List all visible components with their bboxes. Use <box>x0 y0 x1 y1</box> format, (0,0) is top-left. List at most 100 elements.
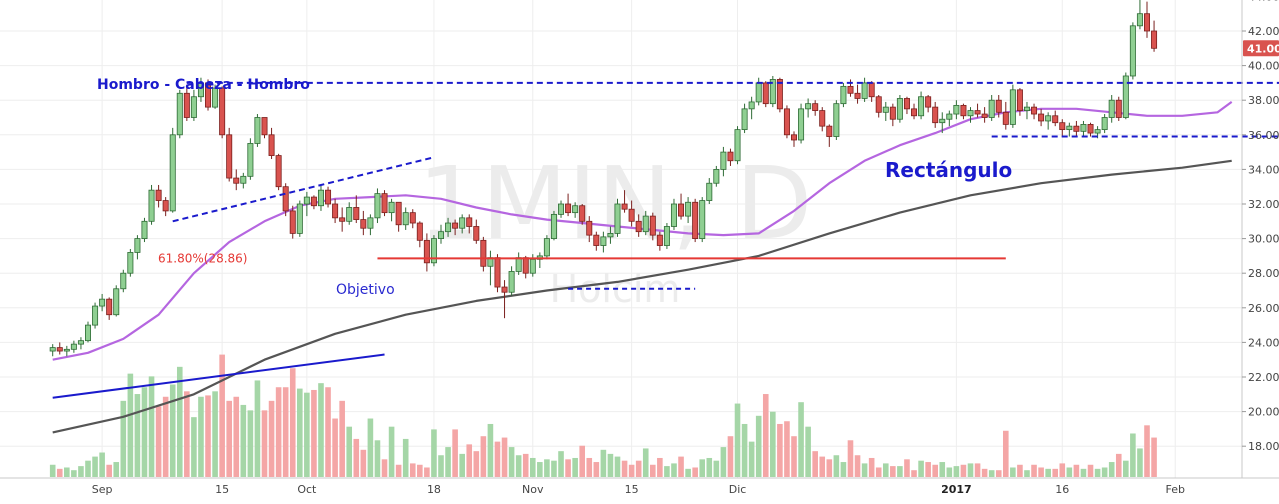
candle-body <box>607 233 614 238</box>
trend-line <box>52 353 385 399</box>
candle-body <box>247 143 254 177</box>
volume-bar <box>212 391 218 477</box>
price-axis[interactable]: 18.00 20.00 22.00 24.00 26.00 28.00 30.00 32.00… <box>1241 0 1279 478</box>
volume-bar <box>565 459 571 477</box>
candle-body <box>1052 115 1059 124</box>
candle-body <box>593 234 600 246</box>
candle-body <box>565 203 572 214</box>
candle-body <box>854 92 861 99</box>
candle-body <box>1002 111 1009 125</box>
volume-bar <box>918 460 924 477</box>
volume-bar <box>854 455 861 477</box>
volume-bar <box>332 418 338 477</box>
volume-bar <box>1144 425 1150 477</box>
volume-bar <box>1073 464 1080 477</box>
volume-bar <box>650 464 656 477</box>
candle-body <box>325 189 332 205</box>
volume-bar <box>699 459 706 477</box>
volume-bar <box>600 449 607 477</box>
candle-body <box>240 175 247 184</box>
candle-body <box>847 85 854 94</box>
candle-body <box>49 347 56 352</box>
volume-bar <box>134 394 141 477</box>
volume-bar <box>946 467 953 477</box>
volume-bar <box>205 395 211 477</box>
volume-bar <box>233 396 240 477</box>
candle-body <box>600 236 607 246</box>
candle-body <box>353 207 360 220</box>
candle-body <box>339 217 346 222</box>
candle-body <box>1080 124 1087 132</box>
candle-body <box>614 203 621 234</box>
volume-bar <box>311 389 317 477</box>
candle-body <box>381 193 388 214</box>
volume-bar <box>155 406 162 477</box>
time-axis[interactable]: Sep15Oct18Nov15Dic201716FebMar15Abr <box>0 477 1279 496</box>
volume-bar <box>141 387 148 477</box>
candle-body <box>727 151 734 162</box>
volume-bar <box>882 463 889 477</box>
volume-bar <box>1130 433 1136 477</box>
volume-bar <box>169 384 176 477</box>
volume-bar <box>847 440 854 477</box>
candle-body <box>953 104 960 115</box>
volume-bar <box>671 463 677 477</box>
volume-bar <box>395 464 402 477</box>
volume-bar <box>445 447 451 477</box>
last-price-badge <box>1243 40 1279 57</box>
volume-bar <box>1108 462 1115 477</box>
time-tick-label: Sep <box>92 483 113 496</box>
volume-bar <box>953 466 960 477</box>
candle-body <box>141 220 148 240</box>
volume-bar <box>537 462 543 477</box>
volume-bar <box>304 392 310 477</box>
volume-bar <box>897 466 903 477</box>
volume-bar <box>120 400 127 477</box>
candle-body <box>190 96 197 118</box>
candle-body <box>1045 115 1052 122</box>
volume-bar <box>247 410 254 477</box>
volume-bar <box>473 451 480 477</box>
time-tick-label: Dic <box>729 483 747 496</box>
volume-bar <box>988 470 995 477</box>
candle-body <box>367 217 374 229</box>
volume-bar <box>1038 467 1044 477</box>
volume-bar <box>325 387 331 477</box>
candle-body <box>981 113 988 118</box>
volume-bar <box>452 429 458 477</box>
candle-body <box>670 203 677 227</box>
candle-body <box>148 189 155 222</box>
candle-body <box>233 177 240 184</box>
volume-bar <box>664 466 670 477</box>
volume-bar <box>1087 464 1094 477</box>
candle-body <box>1129 25 1136 77</box>
volume-bar <box>49 464 56 477</box>
candle-body <box>960 104 967 117</box>
candle-body <box>63 348 70 352</box>
volume-bar <box>226 400 232 477</box>
volume-bar <box>904 459 910 477</box>
volume-bar <box>558 451 564 477</box>
candle-body <box>543 238 550 257</box>
volume-bar <box>925 462 931 477</box>
volume-bar <box>628 464 635 477</box>
candle-body <box>713 168 720 184</box>
candle-body <box>522 257 529 274</box>
time-tick-label: Feb <box>1165 483 1184 496</box>
time-tick-label: 18 <box>427 483 441 496</box>
watermark-symbol: 1MIN, D <box>418 145 813 262</box>
volume-bar <box>346 426 353 477</box>
candle-body <box>169 134 176 212</box>
volume-bar <box>339 400 345 477</box>
candle-body <box>374 193 381 219</box>
time-tick-label: Nov <box>522 483 544 496</box>
candle-body <box>918 96 925 117</box>
volume-bar <box>572 457 578 477</box>
candle-body <box>346 207 353 222</box>
volume-bar <box>762 394 769 477</box>
candle-body <box>437 231 444 239</box>
candle-body <box>1066 125 1073 131</box>
price-tick-label: 40.00 <box>1248 60 1279 73</box>
